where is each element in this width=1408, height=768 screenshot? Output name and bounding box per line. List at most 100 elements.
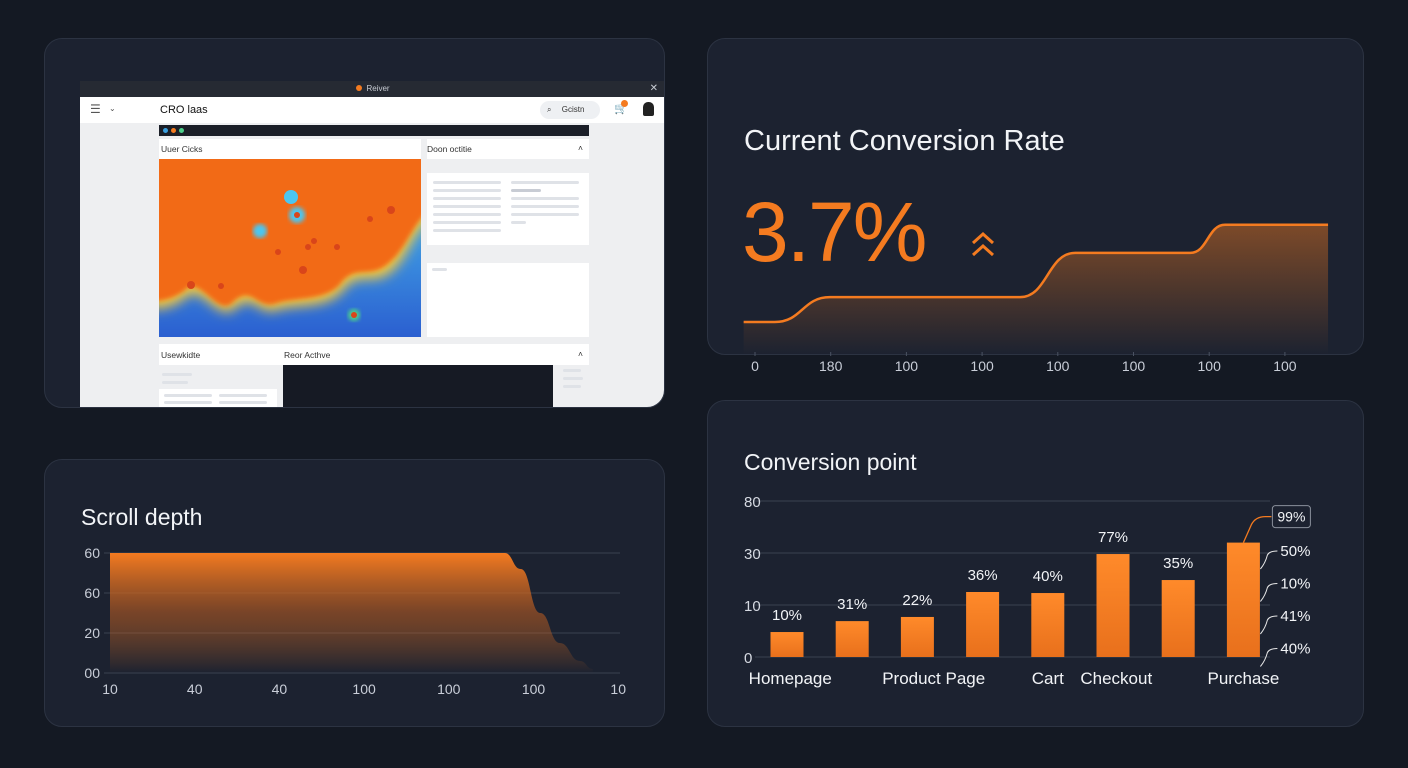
x-tick-label: 10 xyxy=(610,681,626,697)
x-tick-label: 100 xyxy=(1273,358,1297,374)
bar-value-label: 40% xyxy=(1033,568,1063,585)
collapse-icon[interactable]: ˄ xyxy=(578,143,583,153)
category-label: Checkout xyxy=(1080,669,1152,688)
x-tick-label: 100 xyxy=(1046,358,1070,374)
area-fill xyxy=(743,224,1329,355)
bar xyxy=(1031,593,1065,657)
window-dot-icon xyxy=(171,128,176,133)
conversion-point-chart: 0 10 30 80 10% 31% 22% 36% 40% 77% 35% 99% 50% 10% 41%… xyxy=(744,494,1311,688)
side-bracket xyxy=(1260,648,1278,667)
side-panel-title: Doon octitie xyxy=(427,144,472,154)
side-bracket xyxy=(1260,615,1278,635)
side-bracket xyxy=(1260,583,1278,602)
bar-value-label: 36% xyxy=(968,567,998,584)
category-label: Homepage xyxy=(749,669,832,688)
x-tick-label: 100 xyxy=(522,681,546,697)
bar xyxy=(966,592,1000,657)
x-tick-label: 10 xyxy=(102,681,118,697)
bottom-left-panel xyxy=(159,389,277,407)
double-chevron-up-icon xyxy=(971,231,995,257)
details-panel xyxy=(427,263,589,337)
chevron-down-icon[interactable]: ⌄ xyxy=(109,104,116,113)
category-label: Cart xyxy=(1032,669,1064,688)
inner-toolbar xyxy=(159,125,589,136)
bar-value-label: 31% xyxy=(837,596,867,613)
window-title: Reiver xyxy=(366,84,390,93)
bar xyxy=(900,616,934,657)
click-heatmap[interactable] xyxy=(159,159,421,337)
y-tick-label: 30 xyxy=(744,546,761,563)
bar-value-label: 35% xyxy=(1163,555,1193,572)
bottom-panel-header: Usewkidte Reor Acthve ˄ xyxy=(159,344,589,365)
scroll-depth-chart: 00 20 60 60 10 40 40 100 100 100 10 xyxy=(84,545,626,697)
heatmap-hotspots xyxy=(187,190,395,321)
side-label: 41% xyxy=(1280,608,1310,625)
heatmap-title: Uuer Cicks xyxy=(161,144,203,154)
category-label: Product Page xyxy=(882,669,985,688)
collapse-icon[interactable]: ˄ xyxy=(578,349,583,359)
y-tick-label: 10 xyxy=(744,598,761,615)
area-fill xyxy=(110,553,593,673)
y-tick-label: 80 xyxy=(744,494,761,511)
app-mockup: Reiver ✕ ☰ ⌄ CRO laas ⌕ Gcistn 🛒 Uuer Ci… xyxy=(80,81,664,407)
search-label: Gcistn xyxy=(561,105,585,114)
side-label: 40% xyxy=(1280,641,1310,658)
x-tick-label: 100 xyxy=(895,358,919,374)
menu-icon[interactable]: ☰ xyxy=(90,102,101,116)
heatmap-preview-card: Reiver ✕ ☰ ⌄ CRO laas ⌕ Gcistn 🛒 Uuer Ci… xyxy=(44,38,665,408)
card-title: Conversion point xyxy=(744,449,917,475)
y-tick-label: 0 xyxy=(744,650,752,667)
status-dot-icon xyxy=(356,85,363,91)
app-header: ☰ ⌄ CRO laas ⌕ Gcistn 🛒 xyxy=(80,97,664,123)
card-title: Scroll depth xyxy=(81,504,203,530)
bar xyxy=(1226,542,1260,657)
category-label: Purchase xyxy=(1207,669,1279,688)
callout-box xyxy=(1271,505,1311,529)
window-titlebar: Reiver ✕ xyxy=(80,81,664,97)
app-title: CRO laas xyxy=(160,104,208,116)
y-tick-label: 00 xyxy=(84,665,100,681)
bottom-right-title: Reor Acthve xyxy=(284,350,331,360)
side-panel-header: Doon octitie ˄ xyxy=(427,139,589,159)
conversion-point-card: Conversion point xyxy=(707,400,1364,727)
side-bracket xyxy=(1260,550,1278,570)
x-tick-label: 100 xyxy=(1198,358,1222,374)
bar-value-label: 22% xyxy=(902,592,932,609)
y-tick-label: 20 xyxy=(84,625,100,641)
x-tick-label: 100 xyxy=(1122,358,1146,374)
notification-badge xyxy=(621,100,628,107)
window-dot-icon xyxy=(179,128,184,133)
x-tick-label: 100 xyxy=(437,681,461,697)
bar-value-label: 77% xyxy=(1098,529,1128,546)
window-dot-icon xyxy=(163,128,168,133)
bar xyxy=(1096,554,1130,657)
y-tick-label: 60 xyxy=(84,585,100,601)
close-icon[interactable]: ✕ xyxy=(649,83,658,94)
x-tick-label: 100 xyxy=(970,358,994,374)
bar xyxy=(770,632,804,657)
x-tick-label: 40 xyxy=(272,681,288,697)
side-label: 10% xyxy=(1280,576,1310,593)
conversion-rate-value: 3.7% xyxy=(742,185,927,279)
stats-list-panel xyxy=(427,173,589,245)
side-label: 50% xyxy=(1280,543,1310,560)
x-tick-label: 0 xyxy=(751,358,759,374)
avatar-icon[interactable] xyxy=(643,102,654,116)
x-tick-label: 180 xyxy=(819,358,843,374)
bottom-left-title: Usewkidte xyxy=(161,350,201,360)
search-button[interactable]: ⌕ Gcistn xyxy=(540,101,600,119)
bar-value-label: 10% xyxy=(772,607,802,624)
card-title: Current Conversion Rate xyxy=(744,125,1065,157)
x-tick-label: 40 xyxy=(187,681,203,697)
callout-label: 99% xyxy=(1277,509,1305,525)
bar xyxy=(1161,580,1195,657)
search-icon: ⌕ xyxy=(547,105,552,114)
series-line xyxy=(743,223,1329,324)
session-replay-area[interactable] xyxy=(283,365,553,407)
conversion-rate-chart: 0 180 100 100 100 100 100 100 xyxy=(743,223,1329,374)
heatmap-panel-header: Uuer Cicks xyxy=(159,139,421,159)
y-tick-label: 60 xyxy=(84,545,100,561)
bar xyxy=(835,621,869,657)
callout-leader xyxy=(1242,515,1272,543)
x-tick-label: 100 xyxy=(352,681,376,697)
